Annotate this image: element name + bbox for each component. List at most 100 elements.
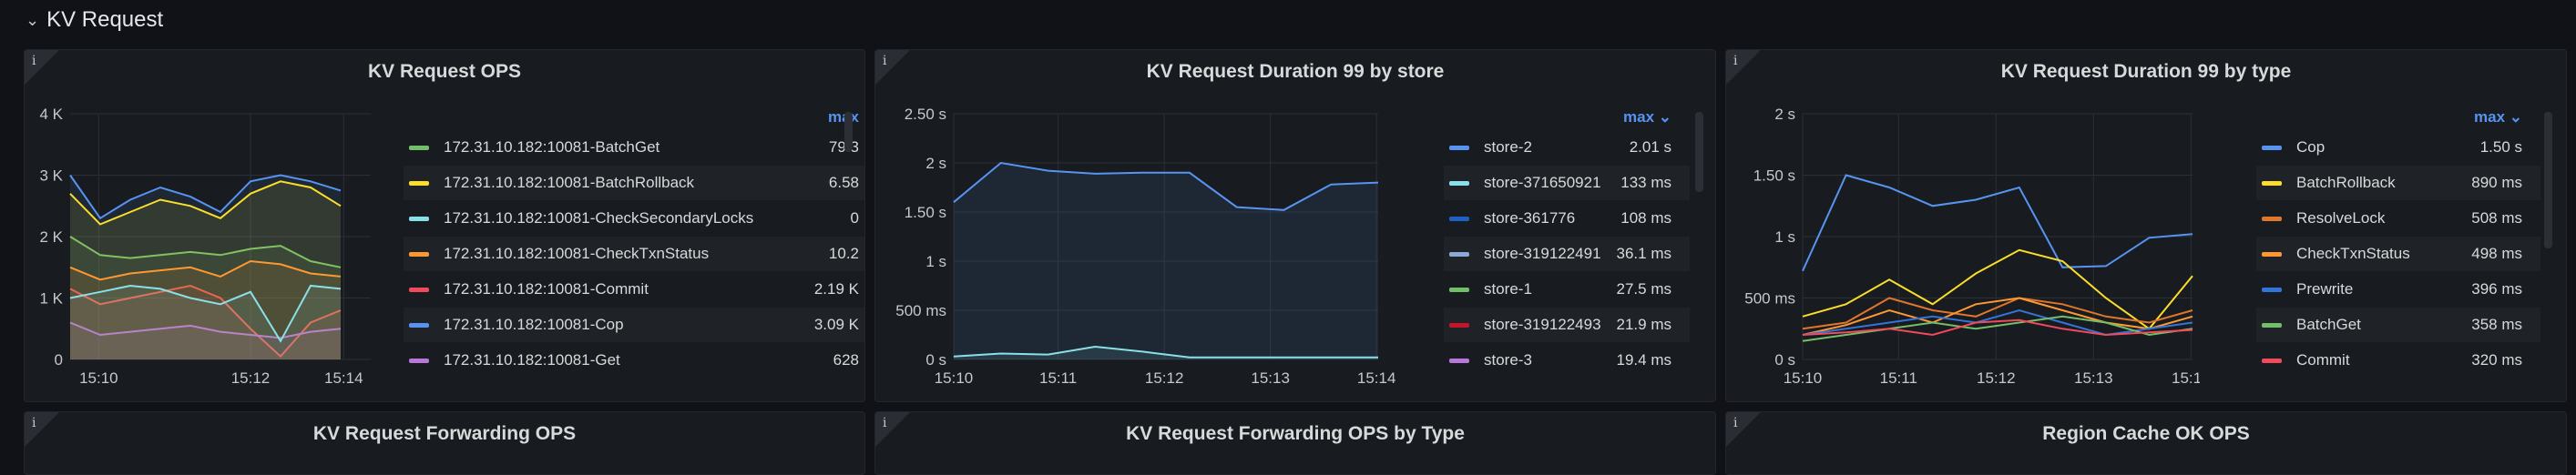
legend-swatch: [1449, 180, 1469, 186]
legend-item[interactable]: 172.31.10.182:10081-CheckSecondaryLocks 0: [404, 201, 864, 236]
legend-item-value: 358 ms: [2471, 316, 2522, 333]
series-line: [1802, 174, 2193, 272]
legend-item[interactable]: 172.31.10.182:10081-BatchRollback 6.58: [404, 166, 864, 200]
legend-item[interactable]: store-1 27.5 ms: [1444, 272, 1690, 307]
series-line: [69, 174, 342, 220]
legend-item-name: 172.31.10.182:10081-Get: [444, 351, 620, 369]
legend-item-value: 21.9 ms: [1616, 316, 1671, 333]
legend: max172.31.10.182:10081-BatchGet79.3172.3…: [404, 108, 864, 399]
series-line: [1802, 315, 2193, 342]
panel-kv-request-duration-by-type[interactable]: i KV Request Duration 99 by type 0 s 500 …: [1725, 49, 2567, 402]
legend-item-name: Prewrite: [2296, 280, 2354, 298]
panel-info-corner[interactable]: [875, 50, 910, 85]
legend-item[interactable]: store-371650921 133 ms: [1444, 166, 1690, 200]
panel-title[interactable]: Region Cache OK OPS: [2042, 423, 2250, 444]
legend-item-name: Commit: [2296, 351, 2350, 369]
legend-item-value: 133 ms: [1620, 174, 1671, 191]
panel-info-corner[interactable]: [25, 50, 59, 85]
panel-title[interactable]: KV Request Forwarding OPS by Type: [1126, 423, 1465, 444]
x-tick-label: 15:10: [1784, 369, 1823, 387]
legend-item[interactable]: Commit 320 ms: [2256, 343, 2540, 378]
panel-kv-request-duration-by-store[interactable]: i KV Request Duration 99 by store 0 s 500…: [874, 49, 1716, 402]
legend-swatch: [409, 358, 429, 363]
row-title: KV Request: [46, 7, 164, 32]
legend-item[interactable]: 172.31.10.182:10081-BatchGet79.3: [404, 130, 864, 165]
legend-item[interactable]: Cop 1.50 s: [2256, 130, 2540, 165]
legend-item-value: 19.4 ms: [1616, 351, 1671, 369]
legend-swatch: [2262, 180, 2282, 186]
series-line: [69, 180, 342, 226]
legend-scrollbar[interactable]: [844, 112, 853, 152]
panel-info-corner[interactable]: [25, 412, 59, 447]
legend-swatch: [409, 180, 429, 186]
panel-info-corner[interactable]: [1726, 412, 1761, 447]
x-tick-label: 15:13: [1251, 369, 1290, 387]
y-tick-label: 2 s: [925, 155, 946, 172]
legend-item[interactable]: 172.31.10.182:10081-CheckTxnStatus 10.2: [404, 237, 864, 271]
legend-item[interactable]: BatchRollback 890 ms: [2256, 166, 2540, 200]
panel-kv-request-forwarding-ops[interactable]: i KV Request Forwarding OPS: [24, 411, 865, 475]
series-area: [954, 347, 1378, 359]
y-tick-label: 1.50 s: [905, 204, 946, 221]
legend-item-value: 628: [833, 351, 859, 369]
x-tick-label: 15:12: [231, 369, 271, 387]
panel-info-corner[interactable]: [875, 412, 910, 447]
panel-title[interactable]: KV Request Duration 99 by store: [1146, 61, 1445, 82]
legend-swatch: [2262, 287, 2282, 292]
legend-item-name: 172.31.10.182:10081-CheckSecondaryLocks: [444, 209, 754, 227]
legend-item-value: 320 ms: [2471, 351, 2522, 369]
y-tick-label: 2 s: [1774, 106, 1795, 123]
legend-item[interactable]: BatchGet 358 ms: [2256, 308, 2540, 342]
legend-sort-max[interactable]: max ⌄: [1623, 108, 1671, 126]
legend-item-name: CheckTxnStatus: [2296, 245, 2410, 262]
legend-sort-max[interactable]: max: [827, 108, 859, 126]
legend-swatch: [1449, 358, 1469, 363]
panel-kv-request-ops[interactable]: i KV Request OPS 0 1 K 2 K 3 K 4 K 15:10 15:12…: [24, 49, 865, 402]
chart-kv-request-duration-by-type[interactable]: 0 s 500 ms 1 s 1.50 s 2 s 15:10 15:11 15:12 15:1…: [1726, 50, 2200, 402]
info-icon[interactable]: i: [883, 416, 887, 430]
legend-item-name: store-361776: [1484, 209, 1576, 227]
legend-item[interactable]: store-319122493 21.9 ms: [1444, 308, 1690, 342]
y-tick-label: 1 s: [1774, 228, 1795, 246]
legend-item[interactable]: store-2 2.01 s: [1444, 130, 1690, 165]
legend-item[interactable]: Prewrite 396 ms: [2256, 272, 2540, 307]
legend-item-name: 172.31.10.182:10081-Cop: [444, 316, 624, 333]
info-icon[interactable]: i: [883, 54, 887, 68]
panel-title[interactable]: KV Request Forwarding OPS: [312, 423, 577, 444]
panel-title[interactable]: KV Request Duration 99 by type: [2000, 61, 2292, 82]
legend: max ⌄ store-2 2.01 s store-371650921 133 ms s…: [1444, 108, 1690, 399]
legend-item[interactable]: ResolveLock 508 ms: [2256, 201, 2540, 236]
legend-item-name: 172.31.10.182:10081-CheckTxnStatus: [444, 245, 710, 262]
panel-info-corner[interactable]: [1726, 50, 1761, 85]
legend-item[interactable]: CheckTxnStatus 498 ms: [2256, 237, 2540, 271]
panel-region-cache-ok-ops[interactable]: i Region Cache OK OPS: [1725, 411, 2567, 475]
legend-swatch: [409, 145, 429, 150]
info-icon[interactable]: i: [32, 54, 36, 68]
info-icon[interactable]: i: [32, 416, 36, 430]
legend-item[interactable]: store-319122491 36.1 ms: [1444, 237, 1690, 271]
legend-item[interactable]: 172.31.10.182:10081-Get 628: [404, 343, 864, 378]
legend-item-value: 108 ms: [1620, 209, 1671, 227]
y-tick-label: 1 K: [39, 290, 63, 308]
panel-title[interactable]: KV Request OPS: [367, 61, 522, 82]
chart-kv-request-duration-by-store[interactable]: 0 s 500 ms 1 s 1.50 s 2 s 2.50 s 15:10 15:11 15:…: [875, 50, 1404, 402]
panel-kv-request-forwarding-ops-by-type[interactable]: i KV Request Forwarding OPS by Type: [874, 411, 1716, 475]
chevron-down-icon[interactable]: ⌄: [26, 10, 40, 29]
legend-item[interactable]: 172.31.10.182:10081-Commit 2.19 K: [404, 272, 864, 307]
chart-kv-request-ops[interactable]: 0 1 K 2 K 3 K 4 K 15:10 15:12 15:14: [25, 50, 425, 402]
legend-item[interactable]: 172.31.10.182:10081-Cop 3.09 K: [404, 308, 864, 342]
info-icon[interactable]: i: [1733, 54, 1738, 68]
legend-item[interactable]: store-361776 108 ms: [1444, 201, 1690, 236]
info-icon[interactable]: i: [1733, 416, 1738, 430]
legend-swatch: [2262, 358, 2282, 363]
y-tick-label: 0 s: [925, 351, 946, 369]
series-line: [953, 345, 1378, 359]
legend-item-name: store-319122493: [1484, 316, 1601, 333]
legend-item-value: 0: [850, 209, 859, 227]
legend-scrollbar[interactable]: [1695, 112, 1703, 192]
legend-item[interactable]: store-3 19.4 ms: [1444, 343, 1690, 378]
legend-sort-max[interactable]: max ⌄: [2474, 108, 2522, 126]
row-header-kv-request[interactable]: ⌄ KV Request: [26, 5, 163, 35]
legend-scrollbar[interactable]: [2544, 112, 2552, 248]
series-area: [70, 181, 341, 359]
